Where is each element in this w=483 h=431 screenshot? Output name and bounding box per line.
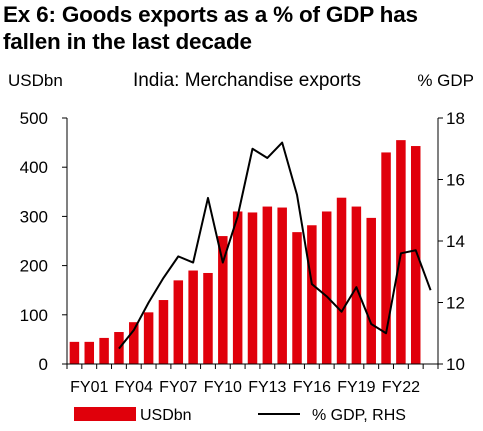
bar-fy12 xyxy=(247,212,258,364)
left-tick-label-400: 400 xyxy=(20,158,48,177)
bar-fy04 xyxy=(129,322,139,364)
bar-fy09 xyxy=(203,272,213,364)
bar-fy22 xyxy=(396,140,406,364)
bar-fy05 xyxy=(143,312,154,364)
x-tick-label-fy07: FY07 xyxy=(159,379,197,396)
x-tick-label-fy16: FY16 xyxy=(293,379,331,396)
bar-fy01 xyxy=(84,341,95,364)
right-tick-label-16: 16 xyxy=(446,171,465,190)
left-tick-label-0: 0 xyxy=(39,355,48,374)
bar-fy17 xyxy=(321,211,332,364)
left-axis-ticks: 0 100 200 300 400 500 xyxy=(20,109,67,374)
right-axis-ticks: 10 12 14 16 18 xyxy=(438,109,465,374)
left-tick-label-100: 100 xyxy=(20,306,48,325)
x-tick-label-fy10: FY10 xyxy=(204,379,242,396)
bar-fy20 xyxy=(366,217,376,364)
legend-bar-swatch xyxy=(74,407,136,421)
x-tick-label-fy19: FY19 xyxy=(337,379,375,396)
legend-bar-label: USDbn xyxy=(140,407,192,424)
exhibit-title-line-1: Ex 6: Goods exports as a % of GDP has xyxy=(3,2,418,27)
x-tick-label-fy22: FY22 xyxy=(382,379,420,396)
bar-fy13 xyxy=(262,206,273,364)
right-tick-label-14: 14 xyxy=(446,232,465,251)
bar-fy14 xyxy=(277,207,287,364)
bar-fy19 xyxy=(351,206,362,364)
x-tick-label-fy13: FY13 xyxy=(248,379,286,396)
bar-fy08 xyxy=(188,270,198,364)
bar-fy16 xyxy=(307,225,317,364)
left-tick-label-300: 300 xyxy=(20,207,48,226)
bar-fy02 xyxy=(99,337,109,364)
right-axis-label: % GDP xyxy=(417,71,474,90)
bar-fy15 xyxy=(292,232,302,364)
x-tick-label-fy01: FY01 xyxy=(70,379,108,396)
bar-fy21 xyxy=(381,152,391,364)
left-axis-label: USDbn xyxy=(8,71,63,90)
legend: USDbn % GDP, RHS xyxy=(74,407,406,424)
bar-fy11 xyxy=(232,211,243,364)
chart-title: India: Merchandise exports xyxy=(133,70,361,91)
bar-fy23 xyxy=(410,146,421,364)
bar-fy06 xyxy=(158,300,169,364)
right-tick-label-18: 18 xyxy=(446,109,465,128)
legend-line-label: % GDP, RHS xyxy=(312,407,406,424)
line-series-gdp-share xyxy=(118,141,432,350)
bar-fy10 xyxy=(218,236,228,364)
exhibit-title: Ex 6: Goods exports as a % of GDP has fa… xyxy=(3,1,481,55)
x-tick-label-fy04: FY04 xyxy=(115,379,153,396)
right-tick-label-10: 10 xyxy=(446,355,465,374)
bar-fy18 xyxy=(336,197,347,364)
left-tick-label-200: 200 xyxy=(20,257,48,276)
x-axis-ticks: FY01 FY04 FY07 FY10 FY13 FY16 FY19 FY22 xyxy=(66,364,439,396)
bar-fy07 xyxy=(173,280,184,364)
right-tick-label-12: 12 xyxy=(446,294,465,313)
left-tick-label-500: 500 xyxy=(20,109,48,128)
bar-fy00 xyxy=(69,341,80,364)
bar-series-usdbn xyxy=(69,140,421,364)
exhibit-title-line-2: fallen in the last decade xyxy=(3,29,252,54)
